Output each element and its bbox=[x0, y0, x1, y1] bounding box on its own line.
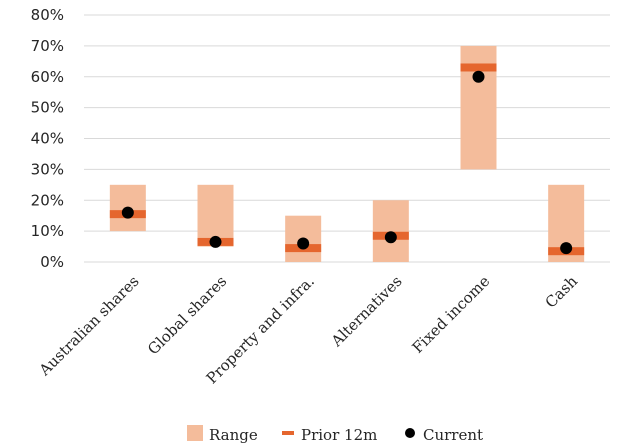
prior-marker bbox=[460, 63, 497, 72]
x-tick-label: Fixed income bbox=[409, 272, 494, 357]
current-markers bbox=[121, 70, 573, 255]
legend-prior-swatch bbox=[282, 431, 294, 435]
y-axis-ticks: 0% 10% 20% 30% 40% 50% 60% 70% 80% bbox=[31, 6, 64, 271]
legend-current-label: Current bbox=[423, 426, 483, 444]
legend-range-label: Range bbox=[209, 426, 258, 444]
legend-current-swatch bbox=[405, 428, 415, 438]
current-marker bbox=[472, 70, 485, 83]
legend: Range Prior 12m Current bbox=[187, 425, 483, 444]
current-marker bbox=[297, 237, 310, 250]
prior-markers bbox=[109, 63, 585, 256]
gridlines bbox=[84, 14, 610, 263]
y-tick-label: 0% bbox=[40, 253, 64, 271]
y-tick-label: 50% bbox=[31, 99, 64, 117]
y-tick-label: 10% bbox=[31, 222, 64, 240]
x-tick-label: Global shares bbox=[144, 272, 230, 358]
x-tick-label: Cash bbox=[542, 272, 582, 312]
current-marker bbox=[384, 231, 397, 244]
current-marker bbox=[560, 242, 573, 255]
legend-range-swatch bbox=[187, 425, 203, 441]
range-bar bbox=[372, 200, 409, 262]
y-tick-label: 40% bbox=[31, 130, 64, 148]
range-bars bbox=[109, 45, 585, 262]
x-tick-label: Alternatives bbox=[327, 272, 406, 351]
y-tick-label: 20% bbox=[31, 191, 64, 209]
y-tick-label: 60% bbox=[31, 68, 64, 86]
y-tick-label: 70% bbox=[31, 37, 64, 55]
y-tick-label: 30% bbox=[31, 160, 64, 178]
y-tick-label: 80% bbox=[31, 6, 64, 24]
current-marker bbox=[121, 206, 134, 219]
current-marker bbox=[209, 235, 222, 248]
legend-prior-label: Prior 12m bbox=[301, 426, 377, 444]
x-tick-label: Australian shares bbox=[35, 272, 143, 380]
